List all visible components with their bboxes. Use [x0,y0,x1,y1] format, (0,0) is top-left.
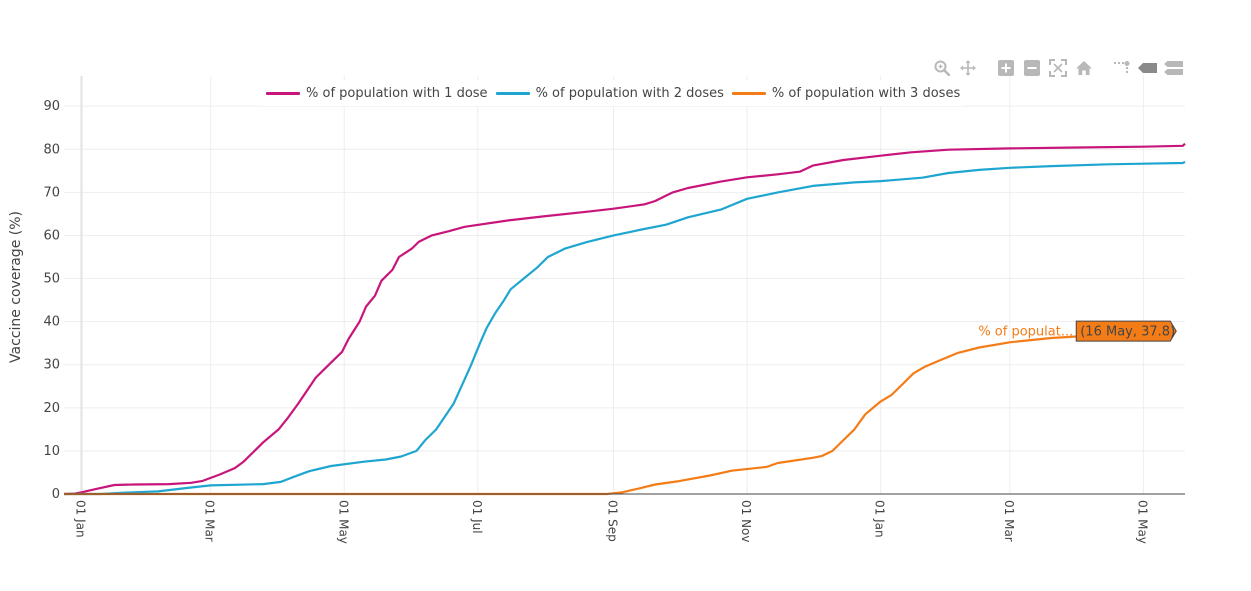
x-tick-label: 01 Mar [203,500,217,542]
autoscale-icon[interactable] [1048,58,1068,78]
y-tick-label: 40 [43,315,60,330]
series-lines [63,142,1186,496]
hover-compare-icon[interactable] [1164,58,1184,78]
legend-item-1-dose[interactable]: % of population with 1 dose [266,86,488,101]
y-tick-label: 0 [52,487,60,502]
y-tick-label: 10 [43,444,60,459]
hover-label: (16 May, 37.8) % of populat... [978,320,1177,342]
x-tick-label: 01 Nov [739,500,753,543]
y-tick-label: 90 [43,99,60,114]
spike-lines-icon[interactable] [1112,58,1132,78]
legend-label-1-dose: % of population with 1 dose [306,85,488,101]
zoom-in-icon[interactable] [996,58,1016,78]
legend-swatch-3-doses [731,91,766,95]
y-axis-title: Vaccine coverage (%) [8,211,24,363]
x-tick-label: 01 Sep [606,500,620,542]
hover-box [1075,320,1177,342]
series-line-1 [63,142,1186,496]
y-tick-label: 70 [43,185,60,200]
series-line-2 [64,160,1186,496]
chart-toolbar [932,58,1184,78]
hover-value: (16 May, 37.8) [1080,325,1175,340]
x-tick-label: 01 May [336,500,350,544]
series-line-3 [64,330,1177,496]
legend-label-3-doses: % of population with 3 doses [771,85,961,101]
x-tick-label: 01 Jul [470,500,484,534]
gridlines [64,76,1185,494]
y-tick-label: 30 [43,358,60,373]
y-tick-label: 80 [43,142,60,157]
zoom-out-icon[interactable] [1022,58,1042,78]
reset-axes-icon[interactable] [1074,58,1094,78]
x-tick-label: 01 Jan [873,500,887,538]
axes: 0 10 20 30 40 50 60 70 80 90 01 Jan 01 Mar 01 May 01 … [8,99,1185,544]
y-tick-label: 50 [43,272,60,287]
x-tick-label: 01 May [1135,500,1149,544]
x-tick-label: 01 Mar [1002,500,1016,542]
zoom-icon[interactable] [932,58,952,78]
x-tick-label: 01 Jan [74,500,88,538]
legend: % of population with 1 dose % of populat… [262,80,965,106]
hover-closest-icon[interactable] [1138,58,1158,78]
y-tick-label: 60 [43,228,60,243]
pan-icon[interactable] [958,58,978,78]
legend-item-3-doses[interactable]: % of population with 3 doses [731,85,961,101]
hover-series-name: % of populat... [978,325,1073,340]
legend-swatch-2-doses [495,91,530,95]
legend-item-2-doses[interactable]: % of population with 2 doses [495,85,724,101]
legend-label-2-doses: % of population with 2 doses [535,85,724,101]
legend-swatch-1-dose [266,91,300,95]
y-tick-label: 20 [43,401,60,416]
